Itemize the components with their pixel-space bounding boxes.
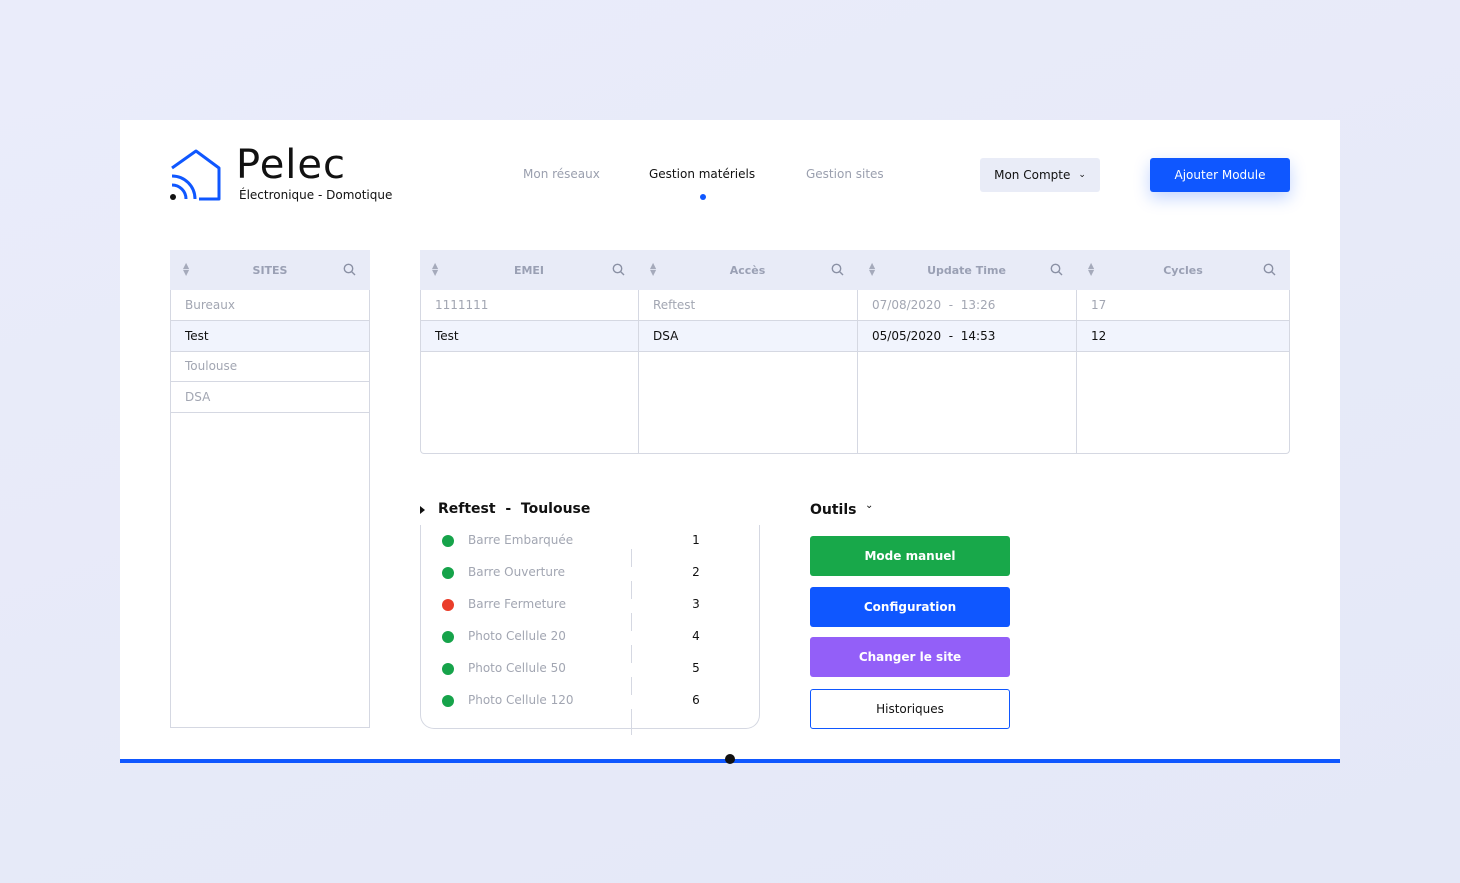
nav-link[interactable]: Mon réseaux [523,167,600,181]
table-header: EMEI ▲ ▼ [420,250,638,290]
sort-icon: ▲ ▼ [650,261,657,277]
item-divider [631,645,632,663]
search-icon[interactable] [1263,263,1276,279]
table-cell[interactable]: 07/08/2020 - 13:26 [872,298,996,312]
item-label: Barre Ouverture [468,565,566,579]
item-label: Barre Embarquée [468,533,574,547]
status-dot [442,567,454,579]
item-value: 5 [692,661,700,675]
search-icon[interactable] [343,263,356,279]
chevron: ⌄ [1078,170,1086,180]
search-icon[interactable] [1050,263,1063,279]
tool-button[interactable]: Changer le site [810,637,1010,677]
main-card [120,120,1340,760]
nav-link[interactable]: Gestion matériels [649,167,756,181]
search-icon[interactable] [612,263,625,279]
column-divider [1076,290,1077,453]
detail-panel: Barre Embarquée 1 Barre Ouverture 2 Barre Fe… [420,525,760,735]
sites-table: SITES ▲ ▼ Bureaux Test Toulouse DSA [170,250,370,728]
status-dot [442,695,454,707]
brand-tagline: Électronique - Domotique [239,188,393,202]
site-row[interactable]: Bureaux [171,290,369,321]
nav-link[interactable]: Gestion sites [806,167,884,181]
site-row[interactable]: Test [171,320,369,352]
item-label: Photo Cellule 20 [468,629,566,643]
sort-icon: ▲ ▼ [1088,261,1095,277]
item-value: 3 [692,597,700,611]
table-header: Update Time ▲ ▼ [857,250,1076,290]
table-cell[interactable]: Reftest [653,298,696,312]
site-row[interactable]: DSA [171,382,369,414]
account-label[interactable]: Mon Compte [994,168,1071,182]
expand-arrow [420,506,425,514]
table-header: Cycles ▲ ▼ [1076,250,1290,290]
status-dot [442,663,454,675]
tool-button[interactable]: Configuration [810,587,1010,627]
sort-icon: ▲ ▼ [183,261,190,277]
item-label: Photo Cellule 50 [468,661,566,675]
table-cell[interactable]: 12 [1077,321,1289,351]
status-dot [442,535,454,547]
item-value: 1 [692,533,700,547]
table-cell[interactable]: 17 [1091,298,1107,312]
active-dot [700,194,706,200]
detail-title: Reftest - Toulouse [438,501,591,517]
header-label[interactable]: SITES [252,263,288,277]
item-value: 4 [692,629,700,643]
table-cell[interactable]: 05/05/2020 - 14:53 [858,321,1076,351]
table-cell[interactable]: DSA [639,321,857,351]
item-value: 2 [692,565,700,579]
header-label[interactable]: EMEI [513,263,545,277]
slider-dot [725,754,735,764]
status-dot [442,631,454,643]
item-divider [631,581,632,599]
brand-name: Pelec [236,142,347,188]
header-label[interactable]: Accès [729,263,766,277]
chevron: ⌄ [865,500,874,511]
item-label: Barre Fermeture [468,597,566,611]
tool-button[interactable]: Mode manuel [810,536,1010,576]
sort-icon: ▲ ▼ [869,261,876,277]
table-cell[interactable]: 1111111 [435,298,489,312]
logo-icon [170,149,221,201]
table-header: Accès ▲ ▼ [638,250,857,290]
item-divider [631,677,632,695]
row-divider [421,320,1289,321]
item-label: Photo Cellule 120 [468,693,574,707]
item-divider [631,709,632,735]
row-divider [421,351,1289,352]
table-header: SITES ▲ ▼ [170,250,370,290]
add-module-button[interactable]: Ajouter Module [1150,158,1290,192]
header-label[interactable]: Cycles [1163,263,1203,277]
item-divider [631,549,632,567]
tools-title[interactable]: Outils [810,502,857,518]
search-icon[interactable] [831,263,844,279]
modules-table: EMEI ▲ ▼ Accès ▲ ▼ Update Time ▲ ▼ Cycles ▲ ▼ 111111… [420,250,1290,454]
site-row[interactable]: Toulouse [171,351,369,383]
header-label[interactable]: Update Time [927,263,1006,277]
item-value: 6 [692,693,700,707]
column-divider [638,290,639,453]
column-divider [857,290,858,453]
table-cell[interactable]: Test [421,321,638,351]
tool-button[interactable]: Historiques [810,689,1010,729]
account-menu[interactable]: Mon Compte ⌄ [980,158,1100,192]
sort-icon: ▲ ▼ [432,261,439,277]
item-divider [631,613,632,631]
status-dot [442,599,454,611]
